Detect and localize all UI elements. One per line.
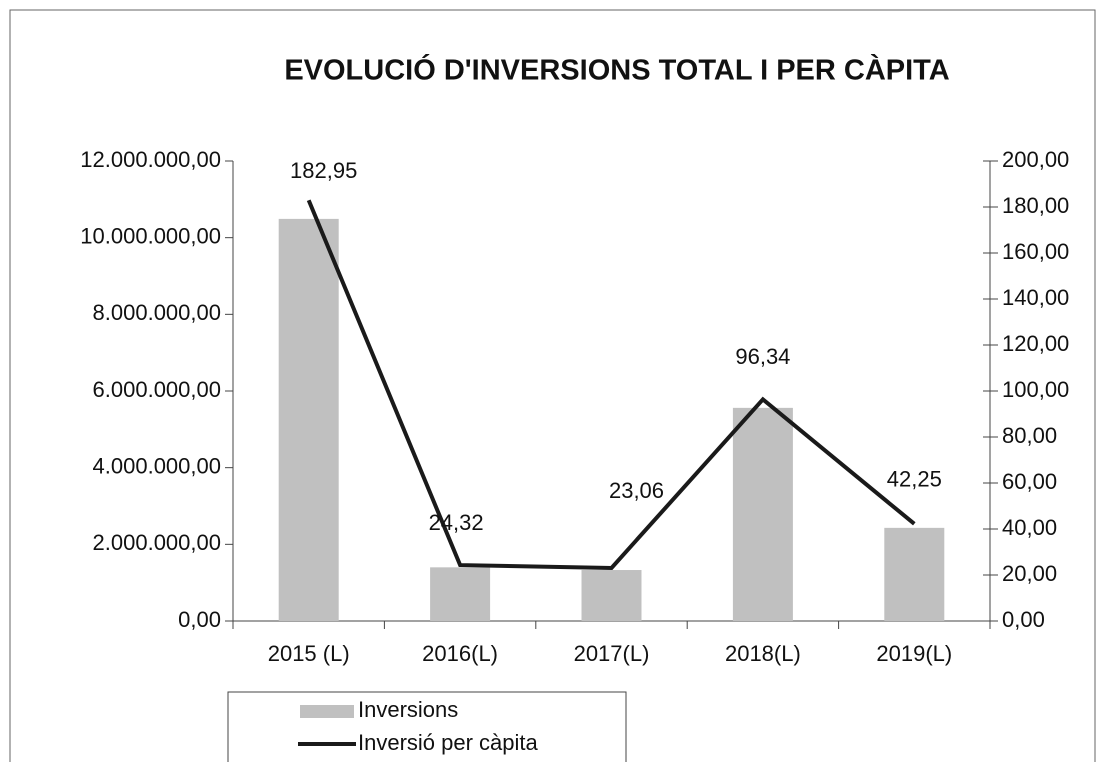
y2-tick-label: 180,00 <box>1002 193 1069 218</box>
x-tick-label: 2018(L) <box>725 641 801 666</box>
x-tick-label: 2019(L) <box>876 641 952 666</box>
data-label: 23,06 <box>609 478 664 503</box>
chart-border <box>9 9 1096 762</box>
y2-tick-label: 140,00 <box>1002 285 1069 310</box>
y-tick-label: 0,00 <box>178 607 221 632</box>
legend-label: Inversions <box>358 697 458 722</box>
data-label: 182,95 <box>290 158 357 183</box>
data-label: 42,25 <box>887 467 942 492</box>
legend-box <box>227 691 627 762</box>
legend-label: Inversió per càpita <box>358 730 539 755</box>
y-tick-label: 2.000.000,00 <box>93 530 221 555</box>
y-tick-label: 4.000.000,00 <box>93 453 221 478</box>
line <box>306 199 916 570</box>
y-tick-label: 8.000.000,00 <box>93 300 221 325</box>
y-tick-label: 10.000.000,00 <box>80 223 221 248</box>
data-label: 24,32 <box>429 510 484 535</box>
x-tick-label: 2015 (L) <box>268 641 350 666</box>
x-tick-label: 2016(L) <box>422 641 498 666</box>
bar <box>884 527 945 621</box>
y2-tick-label: 100,00 <box>1002 377 1069 402</box>
y2-tick-label: 20,00 <box>1002 561 1057 586</box>
y2-tick-label: 120,00 <box>1002 331 1069 356</box>
bar <box>732 407 793 621</box>
legend-swatch <box>300 705 354 718</box>
bar <box>430 567 491 621</box>
data-label: 96,34 <box>735 344 790 369</box>
chart-title: EVOLUCIÓ D'INVERSIONS TOTAL I PER CÀPITA <box>284 53 949 87</box>
y2-tick-label: 200,00 <box>1002 147 1069 172</box>
bar <box>278 218 339 621</box>
y-tick-label: 6.000.000,00 <box>93 377 221 402</box>
y2-tick-label: 0,00 <box>1002 607 1045 632</box>
y-tick-label: 12.000.000,00 <box>80 147 221 172</box>
y2-tick-label: 60,00 <box>1002 469 1057 494</box>
y2-tick-label: 160,00 <box>1002 239 1069 264</box>
bar <box>581 570 642 621</box>
y2-tick-label: 80,00 <box>1002 423 1057 448</box>
x-tick-label: 2017(L) <box>574 641 650 666</box>
y2-tick-label: 40,00 <box>1002 515 1057 540</box>
